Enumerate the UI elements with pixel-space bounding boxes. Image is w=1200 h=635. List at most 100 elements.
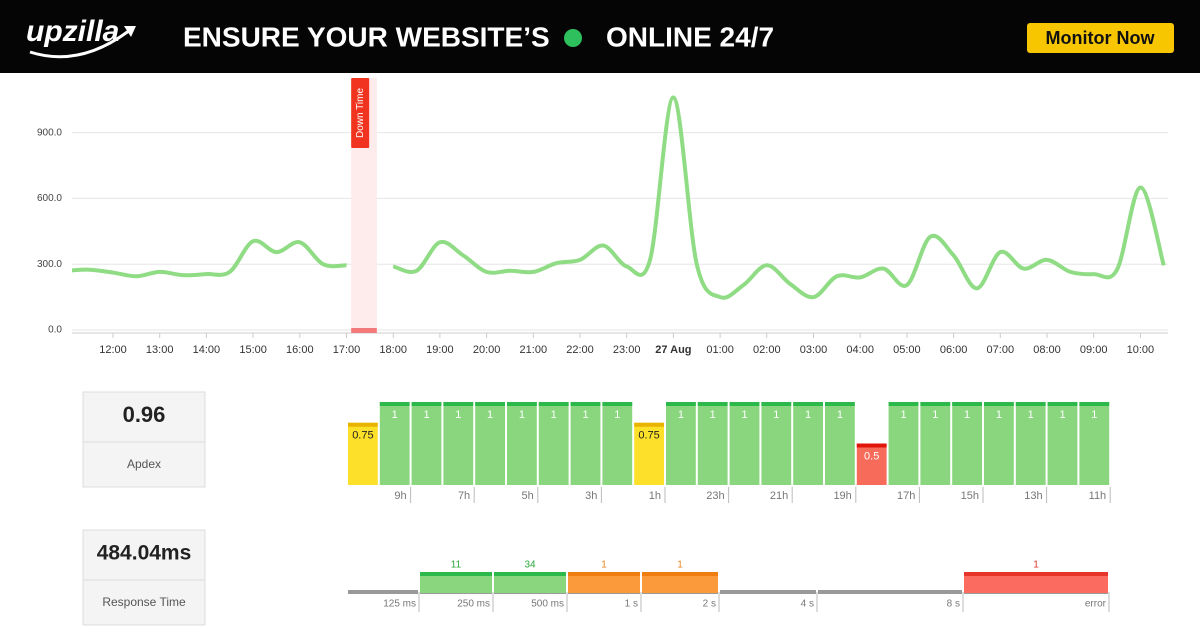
- bar-label: 1: [741, 409, 747, 421]
- bar: [1079, 402, 1110, 485]
- bar: [411, 402, 442, 485]
- bar-cap: [411, 402, 442, 406]
- bar: [634, 422, 664, 485]
- bar-cap: [920, 402, 951, 406]
- bar: [793, 402, 823, 485]
- x-tick-label: 125 ms: [383, 599, 416, 610]
- downtime-label-box: [351, 78, 370, 148]
- stat-value: 484.04ms: [97, 542, 192, 565]
- bar: [697, 402, 728, 485]
- bar: [642, 572, 718, 593]
- x-tick-label: 22:00: [566, 344, 594, 356]
- x-tick-label: 8 s: [947, 599, 960, 610]
- x-tick-label: 19:00: [426, 344, 454, 356]
- bar: [888, 402, 919, 485]
- bar-cap: [602, 402, 633, 406]
- bar-label: 1: [805, 409, 811, 421]
- status-dot: [564, 29, 582, 47]
- bar: [920, 402, 951, 485]
- monitor-button[interactable]: [1027, 23, 1174, 53]
- bar-label: 1: [551, 409, 557, 421]
- bar-cap: [1015, 402, 1046, 406]
- x-tick-label: 05:00: [893, 344, 921, 356]
- bar-label: 1: [1033, 560, 1039, 571]
- bar-label: 11: [451, 560, 462, 571]
- bar-cap: [1079, 402, 1110, 406]
- bar-cap: [952, 402, 982, 406]
- bar-label: 1: [392, 409, 398, 421]
- bar-cap: [984, 402, 1014, 406]
- x-tick-label: 4 s: [801, 599, 814, 610]
- bar-cap: [666, 402, 696, 406]
- x-tick-label: 250 ms: [457, 599, 490, 610]
- bar-cap: [634, 422, 664, 427]
- x-tick-label: 04:00: [846, 344, 874, 356]
- baseline: [818, 590, 962, 594]
- bar-label: 1: [423, 409, 429, 421]
- bar: [964, 572, 1108, 593]
- x-tick-label: error: [1085, 599, 1107, 610]
- bar-cap: [964, 572, 1108, 576]
- bar-label: 1: [964, 409, 970, 421]
- bar: [761, 402, 792, 485]
- monitor-button-label[interactable]: Monitor Now: [1046, 28, 1156, 48]
- x-tick-label: 2 s: [703, 599, 716, 610]
- x-tick-label: 27 Aug: [655, 344, 691, 356]
- baseline: [720, 590, 816, 594]
- headline-end: ONLINE 24/7: [606, 21, 774, 52]
- x-tick-label: 5h: [522, 490, 534, 502]
- x-tick-label: 10:00: [1127, 344, 1155, 356]
- bar-cap: [761, 402, 792, 406]
- bar-label: 34: [524, 560, 536, 571]
- bar: [507, 402, 537, 485]
- bar-label: 1: [601, 560, 607, 571]
- bar: [475, 402, 505, 485]
- x-tick-label: 02:00: [753, 344, 781, 356]
- bar-label: 1: [455, 409, 461, 421]
- bar-cap: [420, 572, 492, 576]
- bar: [1047, 402, 1078, 485]
- bar: [1015, 402, 1046, 485]
- x-tick-label: 21:00: [520, 344, 548, 356]
- bar-cap: [568, 572, 640, 576]
- bar-label: 1: [837, 409, 843, 421]
- bar-cap: [494, 572, 566, 576]
- bar-label: 1: [614, 409, 620, 421]
- x-tick-label: 17h: [897, 490, 915, 502]
- bar-cap: [697, 402, 728, 406]
- x-tick-label: 500 ms: [531, 599, 564, 610]
- x-tick-label: 1h: [649, 490, 661, 502]
- x-tick-label: 09:00: [1080, 344, 1108, 356]
- bar: [494, 572, 566, 593]
- x-tick-label: 12:00: [99, 344, 127, 356]
- x-tick-label: 18:00: [379, 344, 407, 356]
- downtime-marker: [351, 328, 377, 333]
- x-tick-label: 06:00: [940, 344, 968, 356]
- logo-arrow: [124, 26, 136, 37]
- bar: [602, 402, 633, 485]
- downtime-label: Down Time: [355, 88, 366, 138]
- x-tick-label: 14:00: [193, 344, 221, 356]
- x-tick-label: 3h: [585, 490, 597, 502]
- bar-label: 0.5: [864, 450, 879, 462]
- bar: [729, 402, 760, 485]
- bar-label: 1: [519, 409, 525, 421]
- bar-label: 1: [487, 409, 493, 421]
- bar-label: 1: [582, 409, 588, 421]
- bar-cap: [825, 402, 855, 406]
- bar-cap: [507, 402, 537, 406]
- bar-label: 0.75: [352, 430, 373, 442]
- x-tick-label: 08:00: [1033, 344, 1061, 356]
- x-tick-label: 03:00: [800, 344, 828, 356]
- bar: [443, 402, 474, 485]
- x-tick-label: 23:00: [613, 344, 641, 356]
- headline: ENSURE YOUR WEBSITE’S: [183, 21, 550, 52]
- bar: [538, 402, 569, 485]
- x-tick-label: 11h: [1089, 490, 1107, 502]
- bar: [666, 402, 696, 485]
- bar-cap: [475, 402, 505, 406]
- bar-label: 1: [1091, 409, 1097, 421]
- stat-box: [82, 391, 206, 488]
- x-tick-label: 13:00: [146, 344, 174, 356]
